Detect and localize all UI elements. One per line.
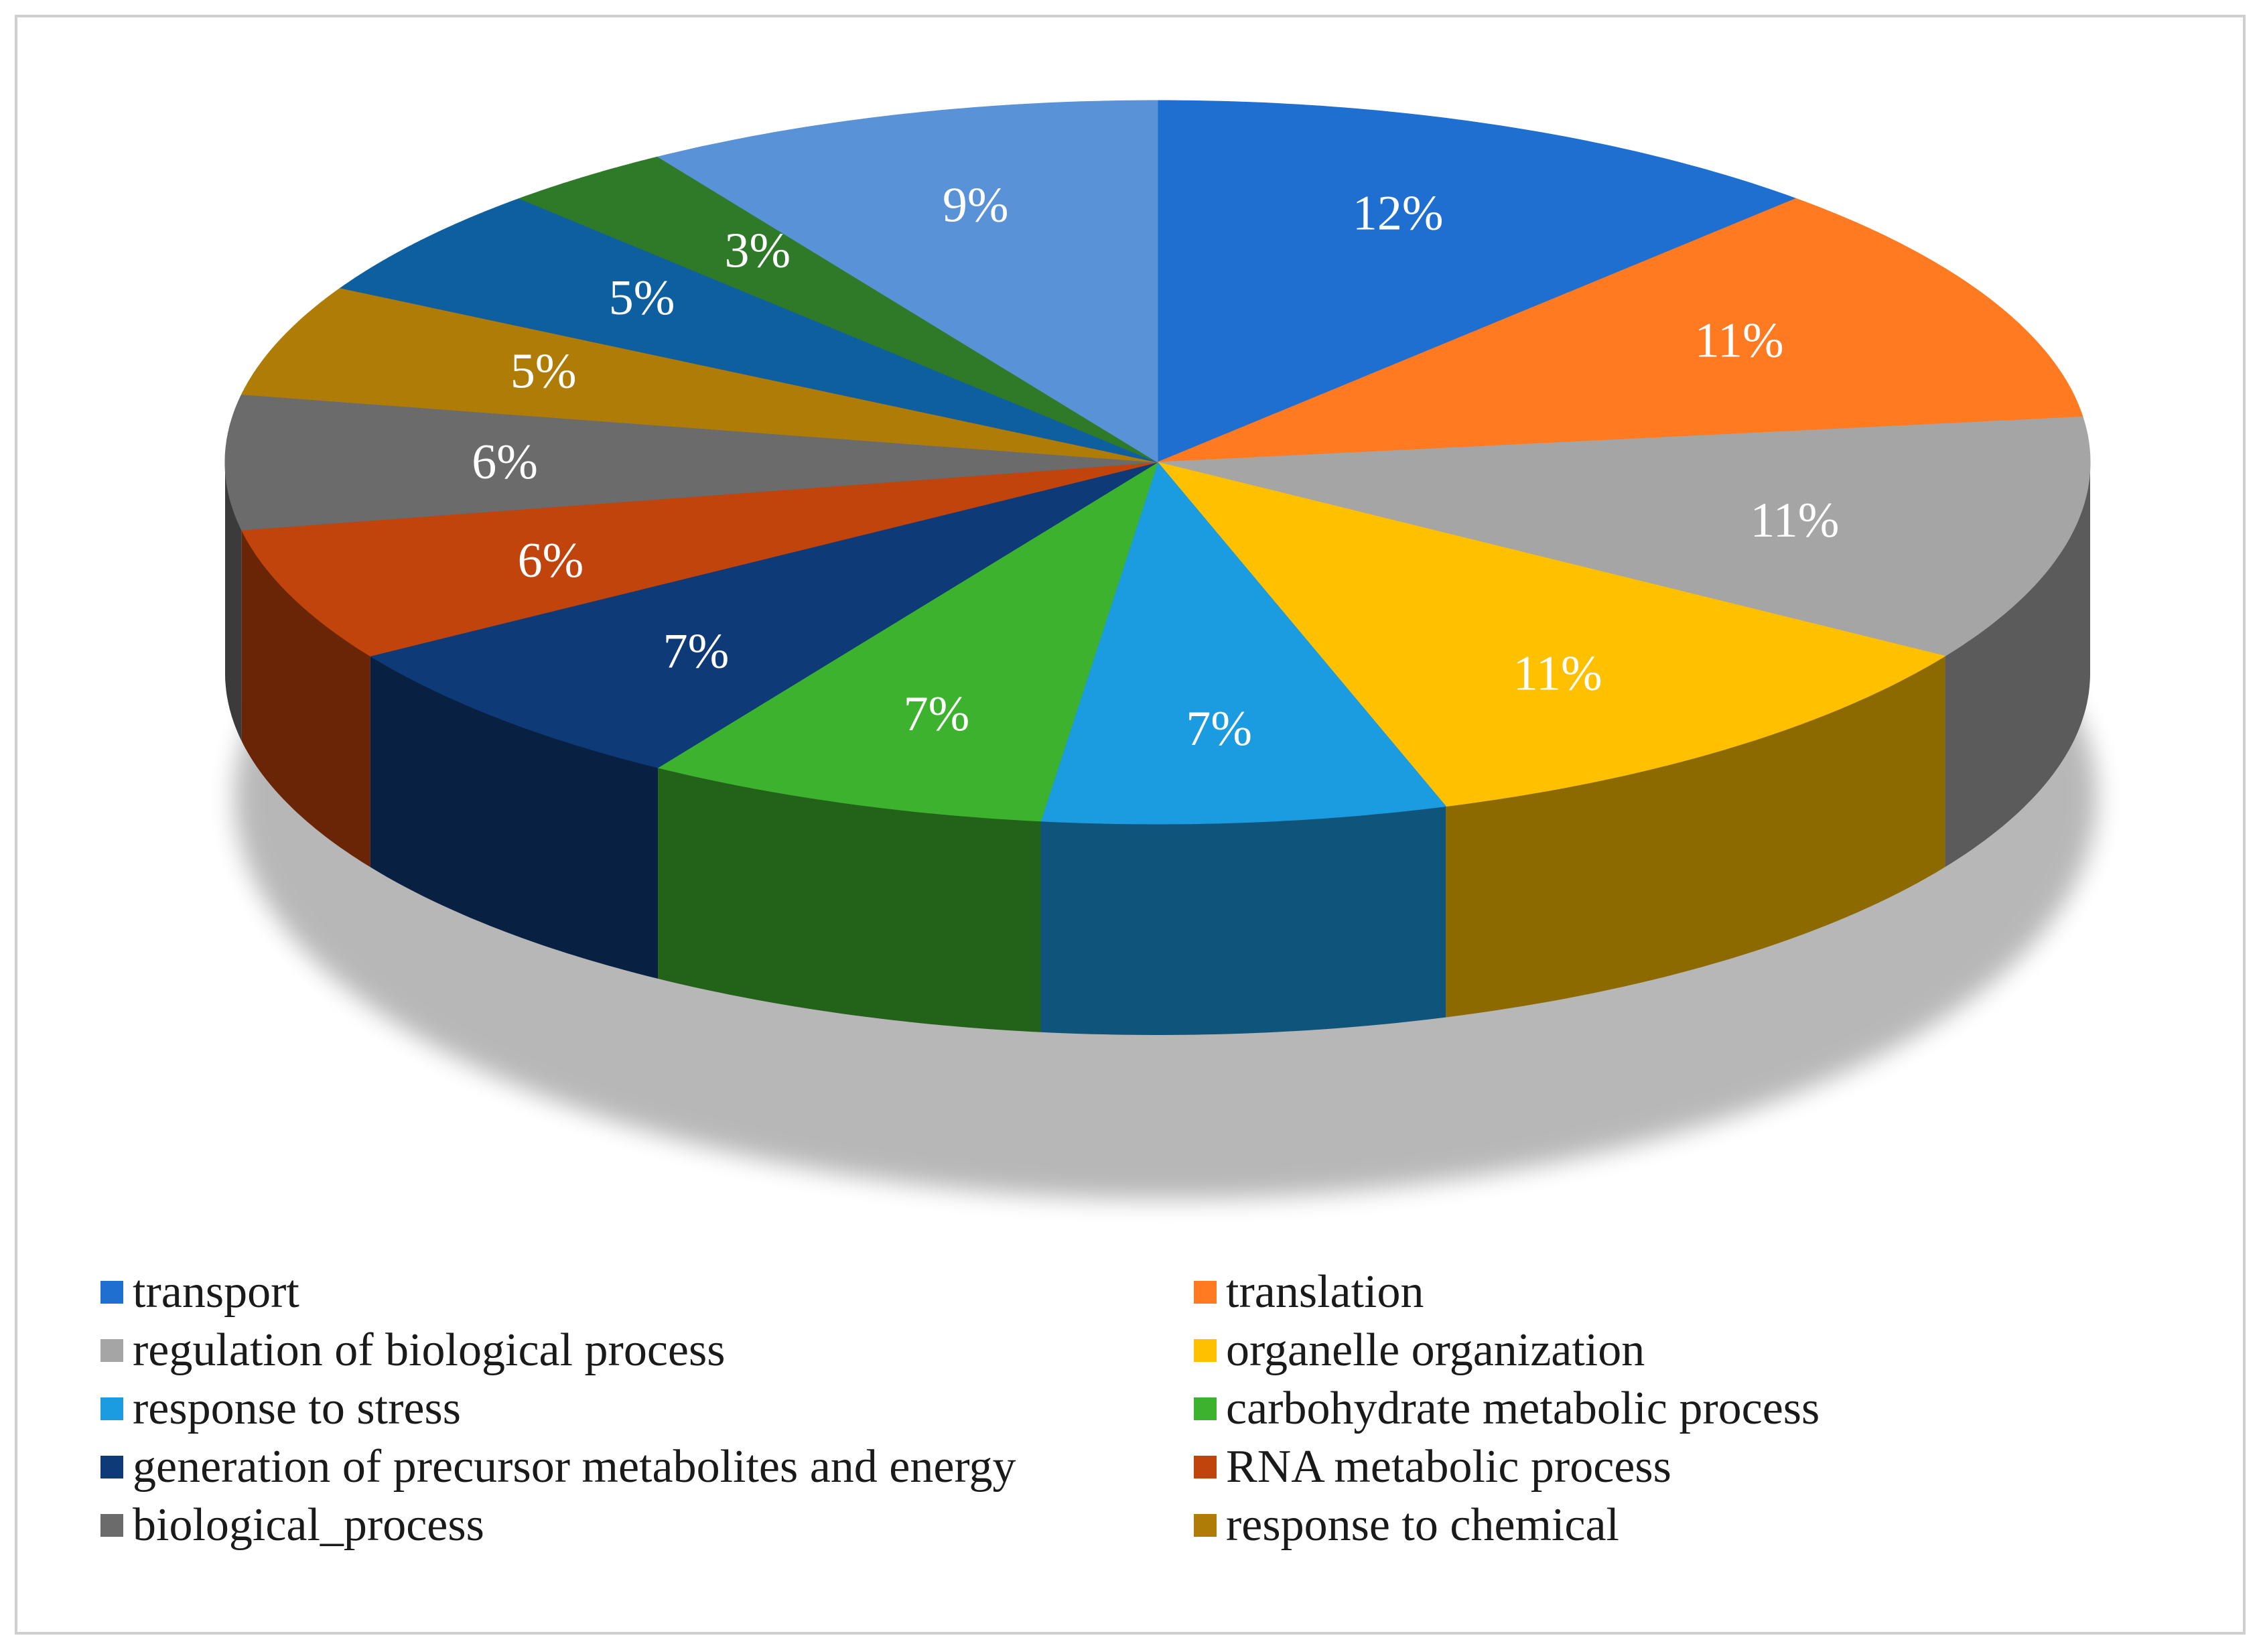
legend-label: response to stress <box>133 1382 461 1434</box>
legend-item: regulation of biological process <box>100 1321 1194 1379</box>
legend-item: response to chemical <box>1194 1496 2172 1554</box>
pie-slice-label: 11% <box>1750 493 1839 548</box>
pie-slice-6 <box>369 462 1158 768</box>
pie-slice-label: 11% <box>1513 646 1602 701</box>
legend-item: RNA metabolic process <box>1194 1438 2172 1496</box>
pie-slice-label: 6% <box>472 435 538 490</box>
pie-side-4 <box>1040 806 1446 1035</box>
legend-label: translation <box>1226 1265 1424 1318</box>
pie-slice-12 <box>657 100 1158 463</box>
pie-slice-label: 3% <box>724 223 791 278</box>
legend-swatch <box>100 1338 123 1362</box>
legend-item: carbohydrate metabolic process <box>1194 1379 2172 1438</box>
legend-swatch <box>1194 1397 1217 1420</box>
pie-slice-label: 6% <box>518 533 584 588</box>
pie-side-6 <box>370 656 659 979</box>
legend-item: transport <box>100 1263 1194 1321</box>
pie-tops <box>224 100 2091 825</box>
pie-slice-11 <box>518 156 1158 463</box>
legend-item: organelle organization <box>1194 1321 2172 1379</box>
legend-item: generation of precursor metabolites and … <box>100 1438 1194 1496</box>
legend-swatch <box>100 1280 123 1304</box>
legend-label: organelle organization <box>1226 1324 1645 1376</box>
pie-slice-label: 7% <box>1186 701 1252 756</box>
pie-slice-label: 7% <box>663 624 730 679</box>
pie-slice-0 <box>1157 100 1797 463</box>
pie-side-5 <box>658 767 1041 1032</box>
pie-side-3 <box>1446 656 1945 1018</box>
pie-slice-label: 12% <box>1353 186 1444 241</box>
legend-label: response to chemical <box>1226 1499 1620 1551</box>
pie-slice-label: 9% <box>943 178 1009 232</box>
legend-item: translation <box>1194 1263 2172 1321</box>
pie-slice-label: 5% <box>609 271 675 326</box>
legend-swatch <box>100 1397 123 1420</box>
legend-swatch <box>100 1513 123 1537</box>
pie-side-7 <box>241 530 370 868</box>
pie-slice-4 <box>1040 461 1447 825</box>
pie-slice-9 <box>241 287 1158 463</box>
pie-slice-label: 11% <box>1695 314 1784 368</box>
pie-labels: 12% 11% 11% 11% 7% 7% 7% 6% 6% 5% 5% 3% 9% <box>472 178 1839 756</box>
legend-label: biological_process <box>133 1499 484 1551</box>
legend-swatch <box>1194 1280 1217 1304</box>
pie-slice-8 <box>224 394 1158 531</box>
legend-swatch <box>1194 1338 1217 1362</box>
legend-label: transport <box>133 1265 299 1318</box>
legend-label: generation of precursor metabolites and … <box>133 1440 1016 1493</box>
pie-slice-5 <box>657 461 1158 822</box>
pie-slice-2 <box>1157 416 2091 657</box>
pie-slice-10 <box>339 198 1158 463</box>
pie-slice-label: 5% <box>510 344 577 399</box>
pie-slice-7 <box>241 462 1158 657</box>
legend-label: carbohydrate metabolic process <box>1226 1382 1820 1434</box>
pie-slice-3 <box>1156 462 1946 807</box>
pie-sides <box>225 462 2090 1035</box>
legend-swatch <box>100 1455 123 1478</box>
legend-swatch <box>1194 1455 1217 1478</box>
pie-side-8 <box>225 462 242 742</box>
pie-slice-1 <box>1157 198 2083 463</box>
pie-slice-label: 7% <box>904 687 970 742</box>
legend-label: regulation of biological process <box>133 1324 726 1376</box>
legend-item: response to stress <box>100 1379 1194 1438</box>
legend: transport translation regulation of biolog… <box>100 1263 2177 1554</box>
pie-side-2 <box>1945 462 2090 868</box>
legend-swatch <box>1194 1513 1217 1537</box>
legend-item: biological_process <box>100 1496 1194 1554</box>
legend-label: RNA metabolic process <box>1226 1440 1671 1493</box>
